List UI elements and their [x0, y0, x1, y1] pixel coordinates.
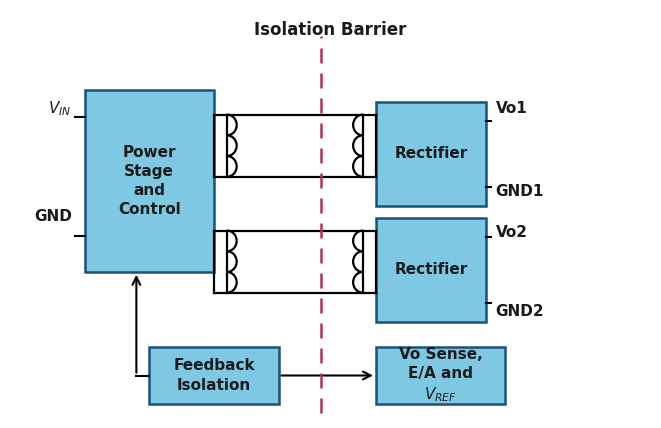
Text: Isolation Barrier: Isolation Barrier: [254, 21, 407, 39]
Bar: [85, 90, 214, 272]
Text: Rectifier: Rectifier: [394, 262, 467, 277]
Text: Power
Stage
and
Control: Power Stage and Control: [118, 145, 180, 217]
Text: Vo2: Vo2: [496, 225, 527, 240]
Bar: [149, 347, 279, 404]
Text: GND2: GND2: [496, 304, 544, 319]
Text: Vo1: Vo1: [496, 101, 527, 116]
Text: Rectifier: Rectifier: [394, 146, 467, 161]
Text: $V_{IN}$: $V_{IN}$: [48, 99, 71, 118]
Text: Feedback
Isolation: Feedback Isolation: [173, 358, 255, 392]
Bar: [376, 102, 486, 206]
Text: Vo Sense,
E/A and
$V_{REF}$: Vo Sense, E/A and $V_{REF}$: [399, 347, 483, 404]
Text: GND1: GND1: [496, 184, 544, 199]
Bar: [376, 347, 505, 404]
Text: GND: GND: [34, 208, 71, 223]
Bar: [376, 218, 486, 322]
